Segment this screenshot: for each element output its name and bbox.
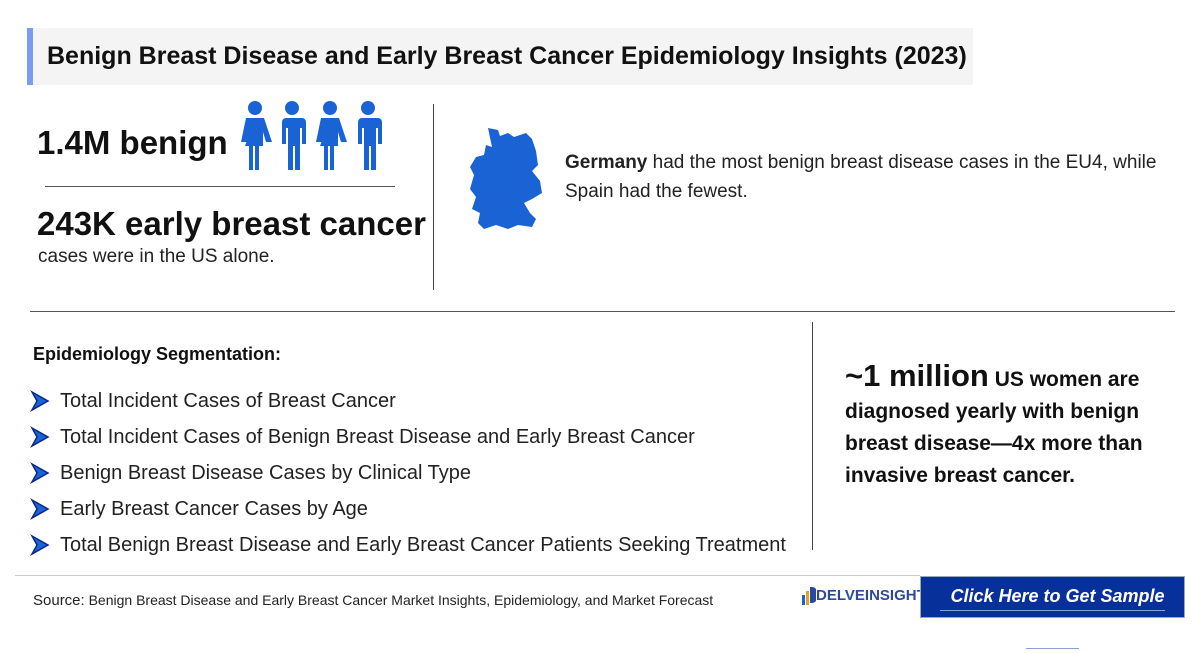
divider xyxy=(30,311,1175,312)
list-item-label: Early Breast Cancer Cases by Age xyxy=(60,497,368,520)
benign-stat: 1.4M benign xyxy=(37,124,228,161)
chevron-right-icon xyxy=(30,426,50,448)
segmentation-heading: Epidemiology Segmentation: xyxy=(33,344,282,364)
logo-mark-icon xyxy=(802,587,816,605)
footer-divider xyxy=(15,575,920,576)
divider xyxy=(433,104,434,290)
list-item-label: Total Benign Breast Disease and Early Br… xyxy=(60,533,786,556)
source-label: Source: xyxy=(33,592,85,609)
us-stat-number: ~1 million xyxy=(845,358,989,393)
source: Source: Benign Breast Disease and Early … xyxy=(33,592,713,609)
list-item-label: Total Incident Cases of Breast Cancer xyxy=(60,389,396,412)
us-stat-text: US women are diagnosed yearly with benig… xyxy=(845,368,1143,487)
delveinsight-logo: DELVEINSIGHT xyxy=(802,585,926,605)
list-item-label: Benign Breast Disease Cases by Clinical … xyxy=(60,461,471,484)
list-item: Total Benign Breast Disease and Early Br… xyxy=(30,527,786,563)
list-item: Total Incident Cases of Breast Cancer xyxy=(30,383,786,419)
people-icon xyxy=(241,101,382,170)
germany-map-icon xyxy=(470,128,542,229)
divider xyxy=(812,322,813,550)
us-stat: ~1 million US women are diagnosed yearly… xyxy=(845,360,1175,492)
chevron-right-icon xyxy=(30,390,50,412)
list-item: Benign Breast Disease Cases by Clinical … xyxy=(30,455,786,491)
get-sample-page-button[interactable]: Click Here to Get Sample Page xyxy=(920,576,1185,649)
list-item: Early Breast Cancer Cases by Age xyxy=(30,491,786,527)
chevron-right-icon xyxy=(30,498,50,520)
segmentation-list: Total Incident Cases of Breast Cancer To… xyxy=(30,383,786,563)
chevron-right-icon xyxy=(30,462,50,484)
germany-text: had the most benign breast disease cases… xyxy=(565,152,1157,202)
germany-label: Germany xyxy=(565,152,648,173)
cta-label: Click Here to Get Sample Page xyxy=(940,586,1165,649)
page-title: Benign Breast Disease and Early Breast C… xyxy=(27,28,973,85)
germany-insight: Germany had the most benign breast disea… xyxy=(565,148,1165,206)
list-item: Total Incident Cases of Benign Breast Di… xyxy=(30,419,786,455)
early-sub: cases were in the US alone. xyxy=(38,246,275,267)
logo-text: DELVEINSIGHT xyxy=(816,586,926,604)
list-item-label: Total Incident Cases of Benign Breast Di… xyxy=(60,425,695,448)
chevron-right-icon xyxy=(30,534,50,556)
source-text: Benign Breast Disease and Early Breast C… xyxy=(88,592,714,608)
divider xyxy=(45,186,395,187)
early-stat: 243K early breast cancer xyxy=(37,205,426,242)
